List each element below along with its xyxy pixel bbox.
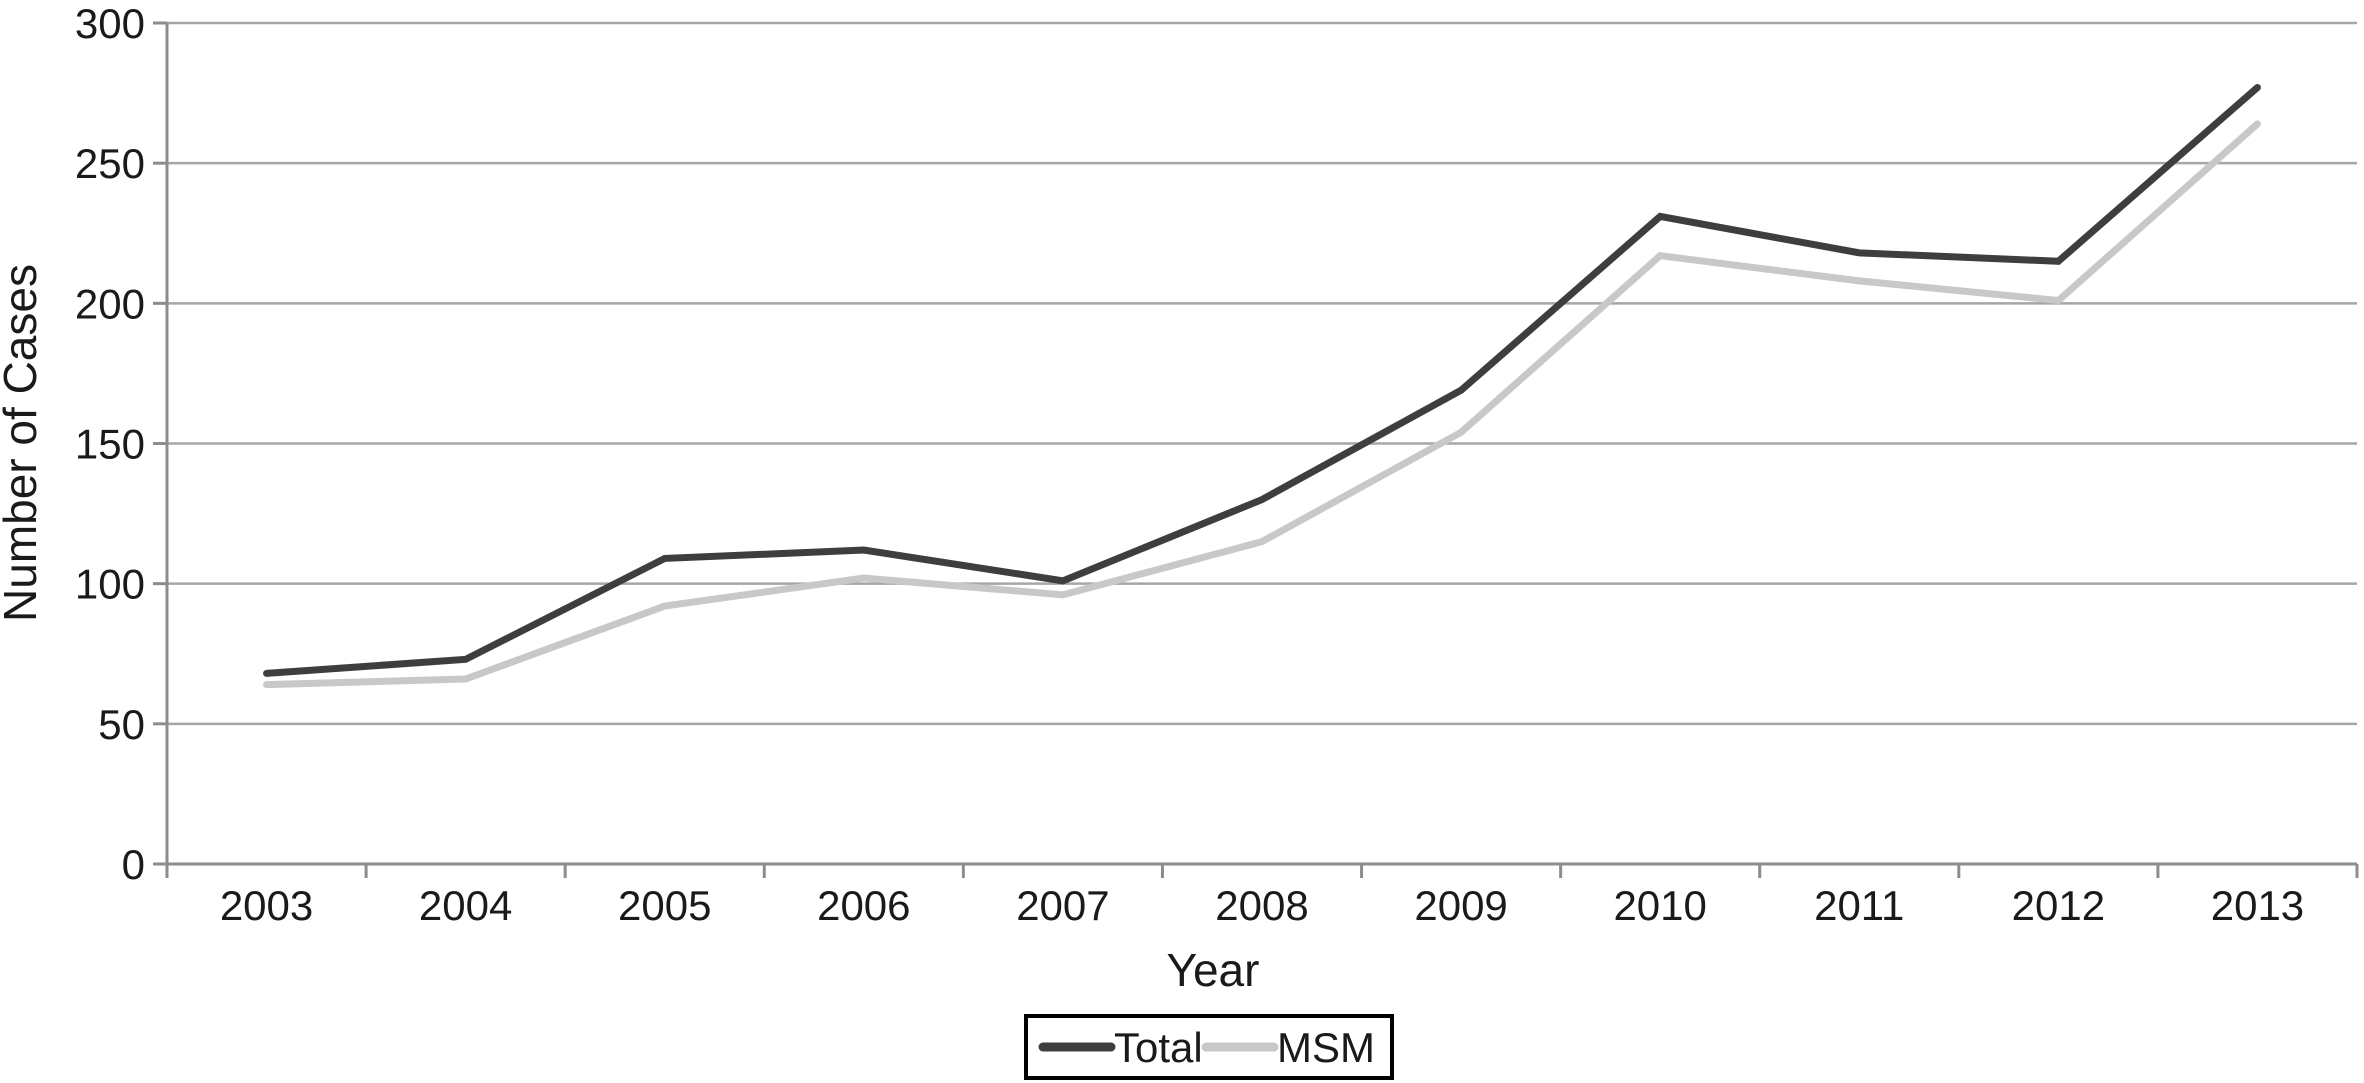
legend: Total MSM: [1024, 1014, 1394, 1080]
y-tick-label: 300: [75, 0, 145, 47]
y-tick-label: 0: [122, 841, 145, 888]
x-tick-label: 2013: [2211, 882, 2304, 929]
y-axis-title: Number of Cases: [0, 264, 46, 622]
legend-label-msm: MSM: [1277, 1024, 1375, 1071]
y-tick-label: 200: [75, 280, 145, 327]
y-tick-labels: 0 50 100 150 200 250 300: [75, 0, 145, 888]
x-axis-title: Year: [1167, 944, 1260, 996]
x-tick-label: 2005: [618, 882, 711, 929]
x-tick-label: 2003: [220, 882, 313, 929]
legend-label-total: Total: [1114, 1024, 1203, 1071]
data-series: [263, 83, 2261, 689]
y-tick-label: 50: [98, 701, 145, 748]
y-tick-label: 100: [75, 561, 145, 608]
axes: [153, 21, 2359, 878]
x-tick-label: 2009: [1414, 882, 1507, 929]
gridlines: [167, 21, 2357, 726]
x-tick-label: 2008: [1215, 882, 1308, 929]
total-line: [263, 83, 2261, 677]
x-tick-label: 2011: [1814, 882, 1904, 929]
y-tick-label: 150: [75, 421, 145, 468]
x-tick-label: 2010: [1613, 882, 1706, 929]
y-tick-label: 250: [75, 140, 145, 187]
x-tick-labels: 2003 2004 2005 2006 2007 2008 2009 2010 2011 2012…: [220, 882, 2304, 929]
x-tick-label: 2007: [1016, 882, 1109, 929]
x-tick-label: 2012: [2012, 882, 2105, 929]
x-tick-label: 2004: [419, 882, 512, 929]
x-tick-label: 2006: [817, 882, 910, 929]
msm-line: [263, 120, 2261, 689]
